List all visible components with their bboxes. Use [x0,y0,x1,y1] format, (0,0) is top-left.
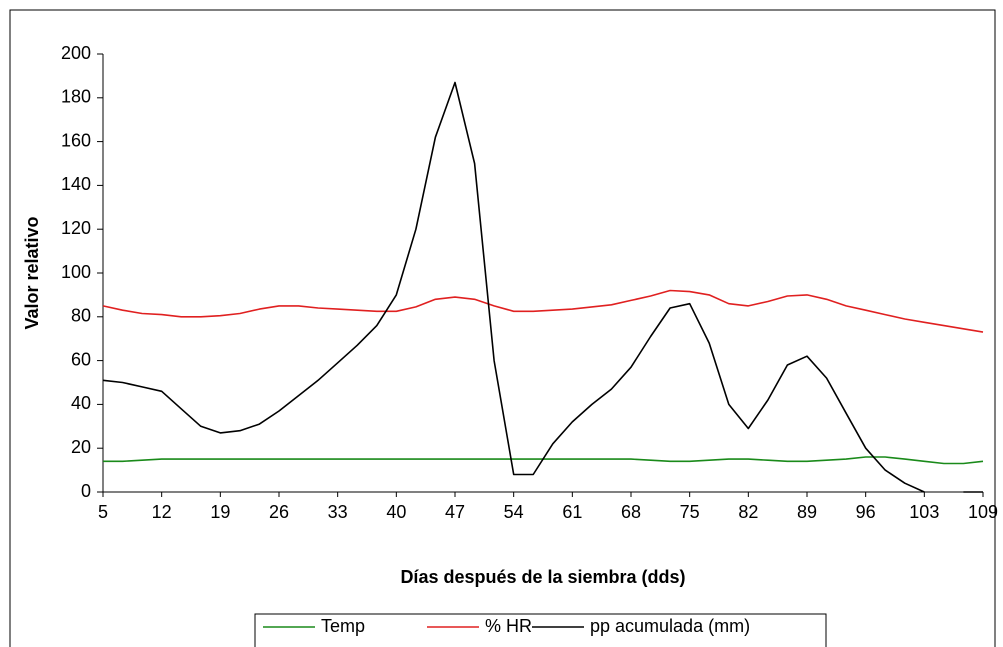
y-tick-label: 120 [61,218,91,238]
x-axis-title: Días después de la siembra (dds) [400,567,685,587]
legend-label: pp acumulada (mm) [590,616,750,636]
x-tick-label: 54 [504,502,524,522]
x-tick-label: 5 [98,502,108,522]
legend-label: % HR [485,616,532,636]
legend-label: Temp [321,616,365,636]
y-tick-label: 20 [71,437,91,457]
x-tick-label: 40 [386,502,406,522]
chart-frame [9,9,996,647]
y-tick-label: 80 [71,306,91,326]
x-tick-label: 96 [856,502,876,522]
series-line [102,81,983,493]
x-tick-label: 33 [328,502,348,522]
y-tick-label: 60 [71,349,91,369]
x-tick-label: 12 [152,502,172,522]
x-tick-label: 89 [797,502,817,522]
y-tick-label: 0 [81,481,91,501]
x-tick-label: 82 [738,502,758,522]
x-tick-label: 47 [445,502,465,522]
x-tick-label: 19 [210,502,230,522]
y-tick-label: 100 [61,262,91,282]
series-line [102,289,984,333]
y-axis-title: Valor relativo [22,216,42,329]
x-tick-label: 61 [562,502,582,522]
y-tick-label: 140 [61,174,91,194]
legend-box [254,613,827,647]
x-tick-label: 68 [621,502,641,522]
y-tick-label: 40 [71,393,91,413]
y-tick-label: 160 [61,130,91,150]
y-tick-label: 200 [61,43,91,63]
x-tick-label: 103 [909,502,939,522]
y-tick-label: 180 [61,87,91,107]
x-tick-label: 109 [968,502,998,522]
x-tick-label: 26 [269,502,289,522]
x-tick-label: 75 [680,502,700,522]
